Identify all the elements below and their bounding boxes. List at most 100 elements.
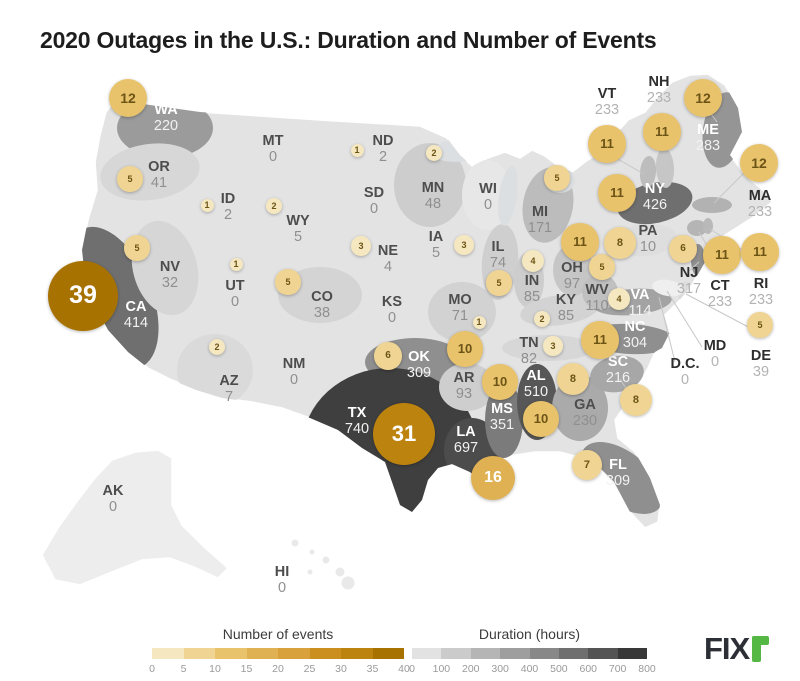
events-bubble: 6 — [374, 342, 402, 370]
events-bubble: 11 — [598, 174, 636, 212]
events-legend-title: Number of events — [222, 626, 334, 642]
events-bubble: 12 — [739, 143, 779, 183]
legend-swatch — [441, 648, 471, 659]
legend-tick: 30 — [335, 663, 347, 675]
legend-swatch — [500, 648, 530, 659]
legend-tick: 25 — [303, 663, 316, 675]
duration-legend: Duration (hours) 0 100 200 300 400 500 600 700 8… — [409, 626, 656, 677]
events-bubble: 6 — [669, 235, 697, 263]
state-patch — [177, 334, 253, 406]
state-patch — [590, 355, 644, 393]
events-bubble: 1 — [229, 257, 243, 271]
events-bubble: 5 — [544, 165, 570, 191]
events-bubble: 8 — [620, 384, 652, 416]
events-legend-ticks: 0 5 10 15 20 25 30 35 40 — [149, 663, 410, 677]
events-bubble: 10 — [523, 401, 559, 437]
legend-swatch — [558, 648, 589, 659]
events-bubble: 3 — [454, 235, 474, 255]
state-patch — [639, 156, 657, 188]
legend-tick: 800 — [638, 663, 656, 675]
legend-tick: 200 — [461, 663, 480, 675]
events-bubble: 5 — [275, 269, 301, 295]
page-title: 2020 Outages in the U.S.: Duration and N… — [40, 27, 657, 54]
legend-tick: 40 — [398, 663, 410, 675]
state-patch — [652, 279, 684, 297]
legend-tick: 0 — [149, 663, 155, 675]
state-patch — [117, 98, 213, 158]
events-bubble: 3 — [351, 236, 371, 256]
events-bubble: 11 — [703, 236, 741, 274]
state-patch — [692, 197, 732, 213]
legend-swatch — [183, 648, 215, 659]
alaska-shape — [41, 449, 230, 586]
legend-tick: 5 — [180, 663, 187, 675]
events-bubble: 10 — [447, 331, 483, 367]
legend-tick: 500 — [550, 663, 568, 675]
legend-swatch — [588, 648, 618, 659]
legend-swatch — [341, 648, 373, 659]
legend-tick: 0 — [409, 663, 415, 675]
events-bubble: 8 — [604, 227, 636, 259]
events-bubble: 2 — [266, 198, 282, 214]
fixr-logo: FIX — [704, 631, 770, 666]
events-bubble: 12 — [683, 78, 723, 118]
events-bubble: 31 — [372, 402, 436, 466]
events-bubble: 4 — [521, 249, 545, 273]
events-bubble: 2 — [426, 145, 442, 161]
events-bubble: 11 — [588, 125, 626, 163]
events-legend-gradient — [152, 648, 404, 659]
duration-legend-ticks: 0 100 200 300 400 500 600 700 800 — [409, 663, 656, 677]
events-bubble: 39 — [48, 261, 118, 331]
state-patch — [485, 382, 523, 458]
fixr-logo-r-icon — [752, 636, 770, 662]
legend-swatch — [372, 648, 404, 659]
hawaii-shape — [290, 538, 356, 591]
events-bubble: 4 — [607, 287, 631, 311]
legend-tick: 10 — [209, 663, 221, 675]
state-patch — [617, 181, 693, 225]
legend-tick: 300 — [491, 663, 509, 675]
duration-legend-gradient — [412, 648, 647, 659]
events-legend: Number of events 0 5 10 15 20 25 30 35 40 — [149, 626, 410, 677]
events-bubble: 11 — [741, 233, 779, 271]
events-bubble: 1 — [350, 143, 364, 157]
legend-swatch — [529, 648, 559, 659]
events-bubble: 11 — [561, 223, 599, 261]
legend-swatch — [215, 648, 247, 659]
state-patch — [394, 143, 466, 227]
state-patch — [687, 220, 707, 236]
legend-swatch — [470, 648, 501, 659]
events-bubble: 8 — [557, 363, 589, 395]
events-bubble: 11 — [581, 321, 619, 359]
events-bubble: 7 — [572, 450, 602, 480]
events-bubble: 5 — [486, 270, 512, 296]
events-bubble: 5 — [117, 166, 143, 192]
events-bubble: 2 — [209, 339, 225, 355]
legend-swatch — [278, 648, 310, 659]
events-bubble: 5 — [589, 254, 615, 280]
legend-tick: 100 — [432, 663, 451, 675]
legend-tick: 35 — [366, 663, 379, 675]
events-bubble: 16 — [470, 455, 516, 501]
events-bubble: 2 — [534, 311, 550, 327]
legend-tick: 600 — [579, 663, 598, 675]
events-bubble: 5 — [747, 312, 773, 338]
state-patch — [439, 363, 495, 411]
legend-swatch — [309, 648, 341, 659]
legend-swatch — [152, 648, 184, 659]
legend-swatch — [617, 648, 647, 659]
state-patch — [703, 218, 713, 234]
legend-tick: 700 — [608, 663, 627, 675]
duration-legend-title: Duration (hours) — [478, 626, 581, 642]
events-bubble: 5 — [124, 235, 150, 261]
events-bubble: 1 — [472, 315, 486, 329]
state-patch — [655, 148, 675, 188]
legend-tick: 15 — [240, 663, 253, 675]
legend-swatch — [412, 648, 442, 659]
legend-swatch — [246, 648, 278, 659]
events-bubble: 1 — [200, 198, 214, 212]
fixr-logo-text: FIX — [704, 631, 750, 666]
legend-tick: 20 — [272, 663, 284, 675]
events-bubble: 10 — [482, 364, 518, 400]
